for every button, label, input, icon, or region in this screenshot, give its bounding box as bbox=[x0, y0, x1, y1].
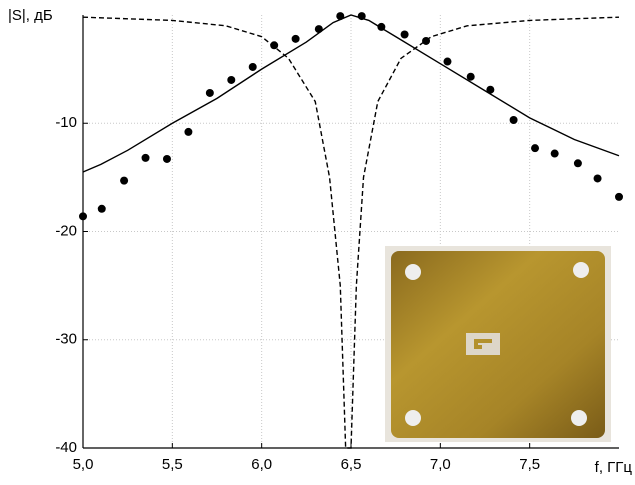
data-point bbox=[531, 144, 540, 153]
data-point bbox=[248, 62, 257, 71]
data-point bbox=[270, 41, 279, 50]
hole bbox=[405, 410, 421, 426]
data-point bbox=[550, 149, 559, 158]
data-point bbox=[377, 22, 386, 31]
data-point bbox=[443, 57, 452, 66]
x-tick-label: 5,5 bbox=[162, 456, 183, 473]
hole bbox=[405, 264, 421, 280]
y-tick-label: -30 bbox=[55, 331, 77, 348]
data-point bbox=[314, 25, 323, 34]
x-tick-label: 6,0 bbox=[251, 456, 272, 473]
y-tick-label: -10 bbox=[55, 114, 77, 131]
data-point bbox=[291, 34, 300, 43]
data-point bbox=[141, 153, 150, 162]
inset-photo bbox=[385, 246, 611, 442]
data-point bbox=[509, 116, 518, 125]
x-tick-label: 6,5 bbox=[341, 456, 362, 473]
y-tick-label: -40 bbox=[55, 439, 77, 456]
y-tick-label: -20 bbox=[55, 222, 77, 239]
data-point bbox=[205, 88, 214, 97]
data-point bbox=[573, 159, 582, 168]
data-point bbox=[162, 154, 171, 163]
x-tick-label: 5,0 bbox=[73, 456, 94, 473]
data-point bbox=[184, 127, 193, 136]
data-point bbox=[593, 174, 602, 183]
data-point bbox=[422, 36, 431, 45]
hole bbox=[571, 410, 587, 426]
x-axis-label: f, ГГц bbox=[595, 459, 633, 476]
x-tick-label: 7,5 bbox=[519, 456, 540, 473]
hole bbox=[573, 262, 589, 278]
data-point bbox=[357, 12, 366, 21]
y-axis-label: |S|, дБ bbox=[8, 7, 53, 24]
data-point bbox=[227, 75, 236, 84]
data-point bbox=[615, 192, 623, 201]
x-tick-label: 7,0 bbox=[430, 456, 451, 473]
data-point bbox=[120, 176, 129, 185]
slot bbox=[466, 333, 500, 355]
data-point bbox=[486, 85, 495, 94]
data-point bbox=[466, 72, 475, 81]
data-point bbox=[336, 12, 345, 21]
data-point bbox=[97, 204, 106, 213]
data-point bbox=[400, 30, 409, 39]
